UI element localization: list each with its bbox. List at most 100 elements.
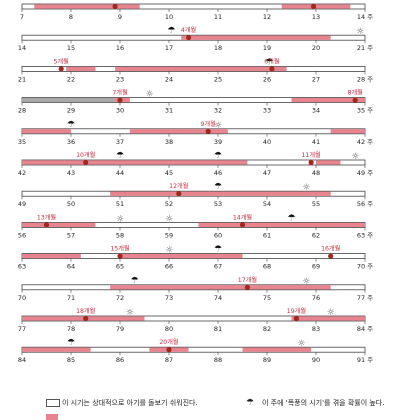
month-dot bbox=[239, 222, 246, 228]
month-label: 8개월 bbox=[348, 89, 364, 97]
week-label: 9 bbox=[118, 13, 122, 21]
week-label: 41 bbox=[312, 138, 320, 146]
week-label: 81 bbox=[214, 325, 222, 333]
week-label: 70 주 bbox=[357, 263, 373, 271]
week-label: 84 bbox=[18, 356, 26, 364]
week-label: 42 bbox=[18, 169, 26, 177]
month-label: 15개월 bbox=[110, 245, 130, 253]
week-label: 75 bbox=[263, 294, 271, 302]
legend-umbrella-text: 이 주에 '폭풍의 시기'를 겪을 확률이 높다. bbox=[262, 399, 385, 407]
week-label: 23 bbox=[116, 75, 124, 83]
week-label: 8 bbox=[69, 13, 73, 21]
pink-segment bbox=[291, 98, 365, 103]
sun-icon: ☼ bbox=[297, 339, 305, 349]
pink-segment bbox=[115, 66, 287, 71]
week-label: 29 bbox=[67, 107, 75, 115]
week-label: 15 bbox=[67, 44, 75, 52]
umbrella-icon: ☂ bbox=[67, 120, 75, 130]
week-label: 20 bbox=[312, 44, 320, 52]
umbrella-icon: ☂ bbox=[214, 182, 222, 192]
week-label: 35 주 bbox=[357, 107, 373, 115]
pink-segment bbox=[316, 160, 341, 165]
month-dot bbox=[308, 159, 314, 166]
week-label: 68 bbox=[263, 263, 271, 271]
week-label: 78 bbox=[67, 325, 75, 333]
month-label: 4개월 bbox=[181, 26, 197, 34]
week-label: 21 bbox=[18, 75, 26, 83]
gray-segment bbox=[22, 98, 116, 103]
umbrella-icon: ☂ bbox=[67, 338, 75, 348]
week-label: 84 주 bbox=[357, 325, 373, 333]
week-label: 77 주 bbox=[357, 294, 373, 302]
sun-icon: ☼ bbox=[351, 152, 359, 162]
sun-icon: ☼ bbox=[165, 214, 173, 224]
sun-icon: ☼ bbox=[356, 27, 364, 37]
week-label: 39 bbox=[214, 138, 222, 146]
legend-pink-swatch bbox=[46, 414, 58, 420]
week-row: 7 8 9 10 11 12 13 14 주 bbox=[20, 3, 373, 21]
week-label: 18 bbox=[214, 44, 222, 52]
week-row: 56 57 58 59 60 61 62 63 주 13개월 ☼ ☼ 14개월 ☂ bbox=[18, 213, 373, 239]
week-label: 14 주 bbox=[357, 13, 373, 21]
week-label: 76 bbox=[312, 294, 320, 302]
week-label: 60 bbox=[214, 231, 222, 239]
week-label: 55 bbox=[312, 200, 320, 208]
umbrella-icon: ☂ bbox=[131, 276, 139, 286]
week-label: 44 bbox=[116, 169, 124, 177]
week-row: 70 71 72 73 74 75 76 77 주 ☂ 17개월 ☼ bbox=[18, 276, 373, 302]
month-dot bbox=[352, 97, 358, 103]
week-label: 80 bbox=[165, 325, 173, 333]
week-label: 35 bbox=[18, 138, 26, 146]
week-label: 66 bbox=[165, 263, 173, 271]
month-dot bbox=[58, 66, 64, 72]
week-label: 37 bbox=[116, 138, 124, 146]
week-label: 24 bbox=[165, 75, 173, 83]
week-label: 12 bbox=[263, 13, 271, 21]
week-label: 16 bbox=[116, 44, 124, 52]
sun-icon: ☼ bbox=[302, 277, 310, 287]
week-row: 21 22 23 24 25 26 27 28 주 5개월 ☂6개월 bbox=[18, 57, 373, 83]
week-label: 25 bbox=[214, 75, 222, 83]
month-label: 10개월 bbox=[76, 151, 96, 159]
month-label: 18개월 bbox=[76, 307, 96, 315]
week-label: 63 bbox=[18, 263, 26, 271]
week-row: 28 29 30 31 32 33 34 35 주 7개월 ☼ 8개월 bbox=[18, 89, 373, 115]
month-dot bbox=[186, 35, 192, 41]
week-label: 43 bbox=[67, 169, 75, 177]
week-label: 54 bbox=[263, 200, 271, 208]
month-label: 9개월 bbox=[201, 120, 217, 128]
week-label: 64 bbox=[67, 263, 75, 271]
umbrella-icon: ☂ bbox=[287, 213, 295, 223]
month-dot bbox=[83, 315, 89, 322]
legend-white-swatch bbox=[46, 399, 60, 407]
week-label: 28 bbox=[18, 107, 26, 115]
pink-segment bbox=[22, 129, 71, 134]
month-label: 16개월 bbox=[321, 245, 341, 253]
week-label: 65 bbox=[116, 263, 124, 271]
month-dot bbox=[83, 159, 89, 166]
month-dot bbox=[43, 222, 50, 228]
week-label: 33 bbox=[263, 107, 271, 115]
week-label: 38 bbox=[165, 138, 173, 146]
sun-icon: ☼ bbox=[214, 121, 222, 131]
pink-segment bbox=[129, 129, 228, 134]
week-row: 63 64 65 66 67 68 69 70 주 15개월 ☼ ☂ 16개월 bbox=[18, 245, 373, 271]
week-label: 48 bbox=[312, 169, 320, 177]
week-label: 46 bbox=[214, 169, 222, 177]
pink-segment bbox=[291, 316, 365, 321]
week-label: 71 bbox=[67, 294, 75, 302]
month-dot bbox=[244, 284, 250, 290]
month-label: 5개월 bbox=[54, 57, 70, 65]
week-label: 50 bbox=[67, 200, 75, 208]
week-label: 79 bbox=[116, 325, 124, 333]
week-label: 61 bbox=[263, 231, 271, 239]
pink-segment bbox=[120, 254, 243, 259]
week-label: 72 bbox=[116, 294, 124, 302]
pink-segment bbox=[34, 4, 140, 9]
week-label: 34 bbox=[312, 107, 320, 115]
week-label: 57 bbox=[67, 231, 75, 239]
sun-icon: ☼ bbox=[126, 308, 134, 318]
week-label: 45 bbox=[165, 169, 173, 177]
month-label: 17개월 bbox=[238, 276, 258, 284]
week-row: 84 85 86 87 88 89 90 91 주 ☂ 20개월 ☼ bbox=[18, 338, 373, 364]
